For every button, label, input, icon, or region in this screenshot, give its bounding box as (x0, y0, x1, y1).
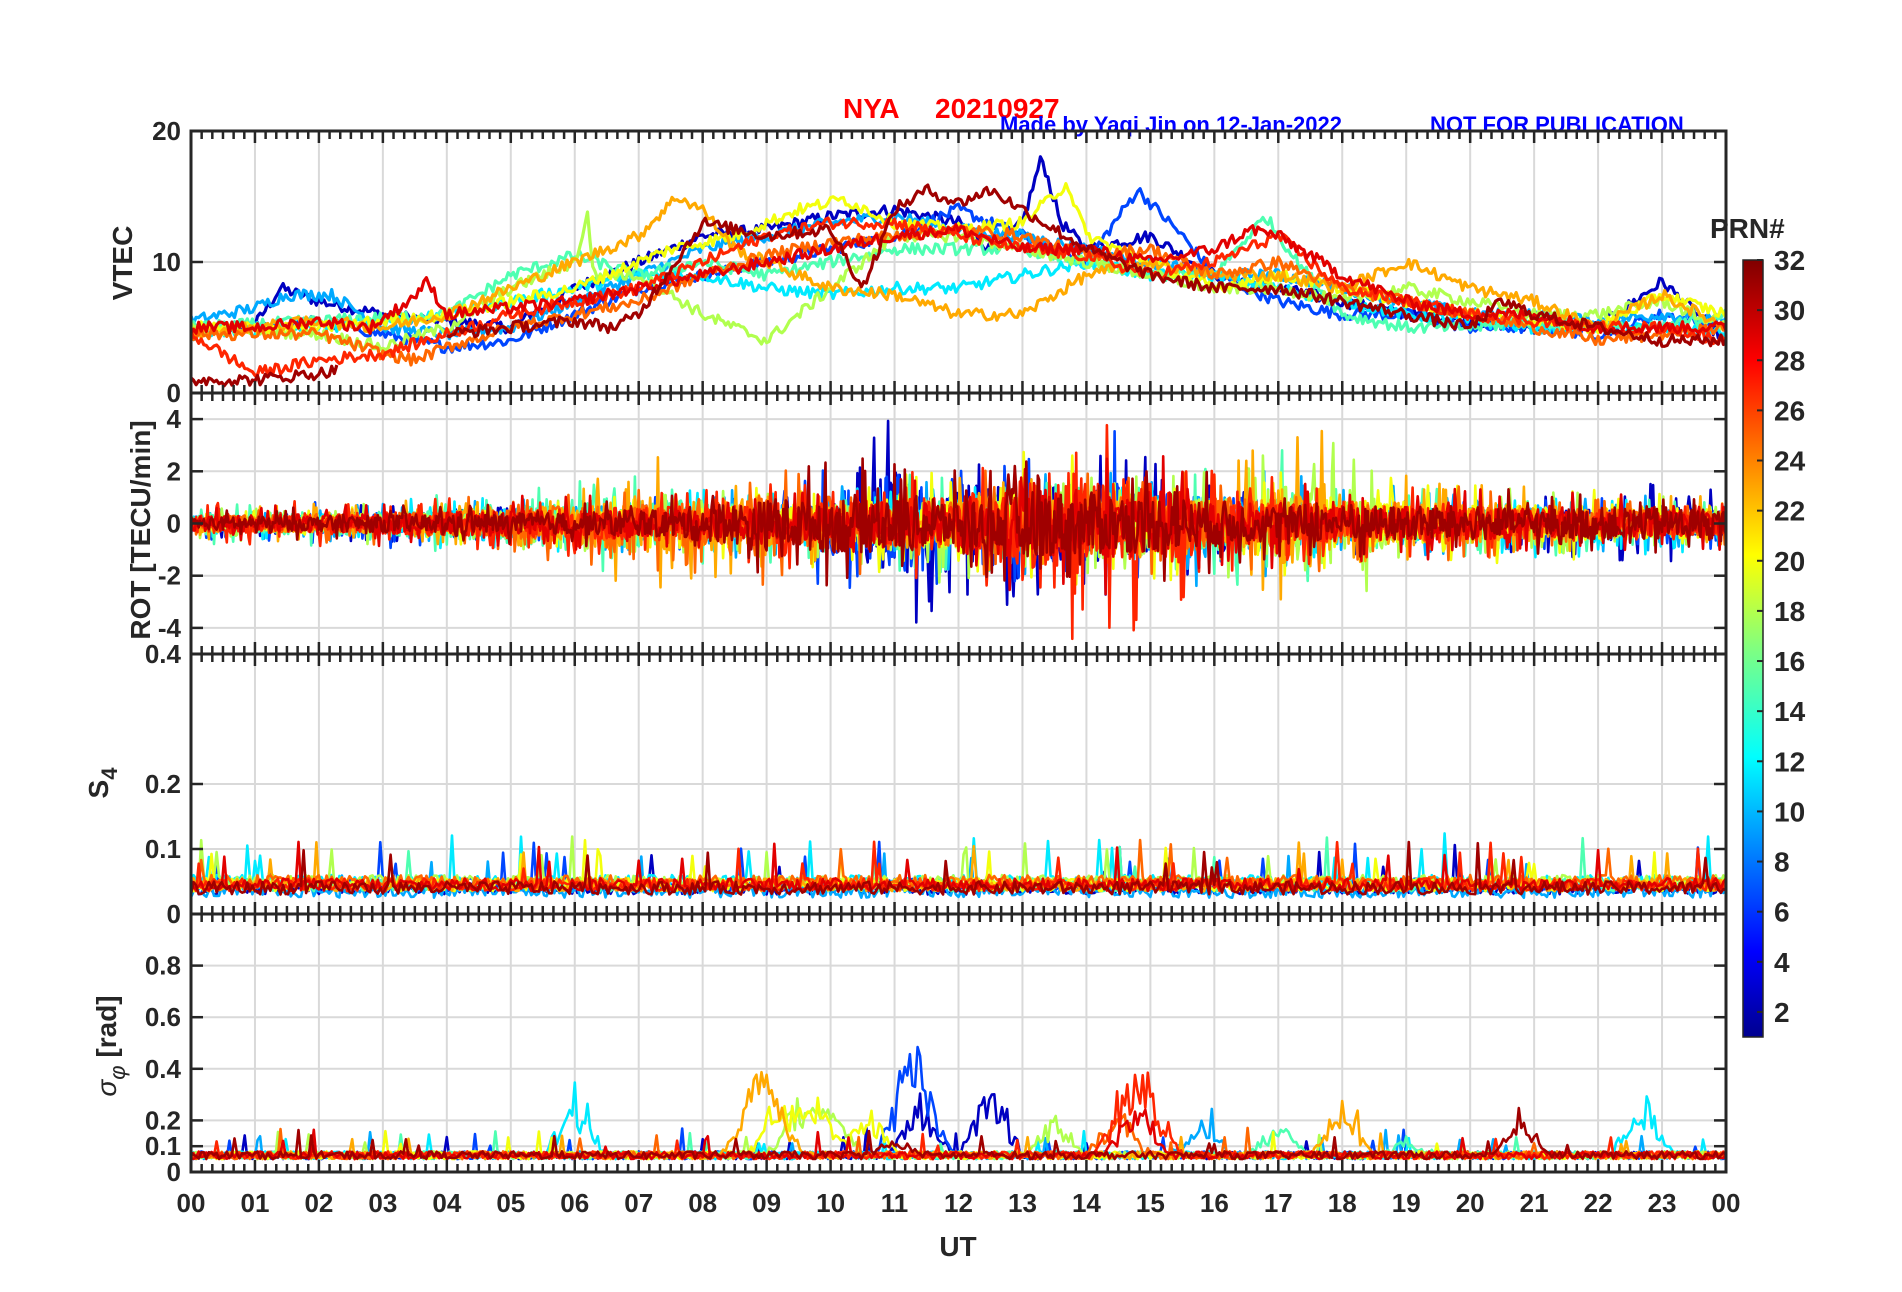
s4-y-tick-label: 0 (167, 899, 181, 929)
s4-ylabel: S4 (83, 767, 122, 799)
sigma-ylabel-unit: [rad] (91, 995, 122, 1065)
vtec-line-prn31 (189, 364, 339, 388)
date-title: 20210927 (935, 93, 1060, 124)
x-tick-label: 04 (432, 1188, 461, 1218)
colorbar-tick-label: 4 (1774, 947, 1790, 978)
vtec-line-prn29 (189, 223, 1728, 335)
sigma-ylabel-sub: φ (105, 1065, 130, 1079)
x-tick-label: 07 (624, 1188, 653, 1218)
x-tick-label: 19 (1392, 1188, 1421, 1218)
x-tick-label: 13 (1008, 1188, 1037, 1218)
colorbar-tick-label: 26 (1774, 395, 1805, 426)
sigma-y-tick-label: 0.8 (145, 951, 181, 981)
x-tick-label: 06 (560, 1188, 589, 1218)
s4-y-tick-label: 0.2 (145, 769, 181, 799)
x-axis-label: UT (939, 1231, 976, 1262)
x-tick-label: 03 (368, 1188, 397, 1218)
x-tick-label: 08 (688, 1188, 717, 1218)
publication-notice: NOT FOR PUBLICATION (1430, 112, 1684, 137)
x-tick-label: 18 (1328, 1188, 1357, 1218)
rot-panel: -4 -2 0 2 4 (158, 391, 1728, 656)
colorbar (1742, 259, 1764, 1038)
colorbar-tick-label: 8 (1774, 847, 1790, 878)
vtec-y-tick-label: 10 (152, 247, 181, 277)
colorbar-title: PRN# (1710, 213, 1785, 244)
x-tick-label: 11 (881, 1188, 909, 1218)
x-tick-label: 22 (1584, 1188, 1613, 1218)
rot-ylabel: ROT [TECU/min] (125, 420, 156, 639)
rot-y-tick-label: 0 (167, 509, 181, 539)
rot-y-tick-label: 4 (167, 404, 182, 434)
s4-y-tick-label: 0.1 (145, 834, 181, 864)
colorbar-tick-label: 6 (1774, 897, 1790, 928)
s4-ylabel-main: S (83, 780, 114, 799)
x-tick-label: 20 (1456, 1188, 1485, 1218)
vtec-line-prn27 (189, 216, 1728, 378)
vtec-y-tick-label: 0 (167, 378, 181, 408)
sigma-ylabel: σφ [rad] (91, 995, 130, 1096)
colorbar-tick-label: 20 (1774, 546, 1805, 577)
rot-line-prn29 (189, 454, 1728, 596)
x-tick-label: 21 (1520, 1188, 1549, 1218)
s4-line-prn31 (189, 840, 1727, 896)
colorbar-tick-label: 32 (1774, 245, 1805, 276)
x-tick-label: 14 (1072, 1188, 1101, 1218)
rot-line-prn31 (189, 457, 1727, 587)
x-tick-labels: 00 01 02 03 04 05 06 07 08 09 10 11 12 13 14 15 16 17 18 19… (177, 1188, 1741, 1218)
rot-y-tick-label: -2 (158, 561, 181, 591)
rot-y-tick-label: -4 (158, 613, 182, 643)
colorbar-tick-label: 2 (1774, 997, 1790, 1028)
x-tick-label: 15 (1136, 1188, 1165, 1218)
sigma-frame (189, 912, 1728, 1174)
rot-y-tick-label: 2 (167, 456, 181, 486)
s4-y-tick-label: 0.4 (145, 639, 182, 669)
colorbar-tick-label: 24 (1774, 446, 1806, 477)
vtec-line-prn31 (446, 183, 1728, 348)
sigma-y-tick-label: 0 (167, 1157, 181, 1187)
sigma-y-tick-label: 0.4 (145, 1054, 182, 1084)
vtec-ylabel: VTEC (107, 226, 138, 301)
x-tick-label: 00 (177, 1188, 206, 1218)
station-title: NYA (843, 93, 900, 124)
colorbar-tick-label: 22 (1774, 496, 1805, 527)
vtec-panel: 0 10 20 (152, 116, 1728, 408)
colorbar-tick-label: 16 (1774, 646, 1805, 677)
colorbar-tick-label: 18 (1774, 596, 1805, 627)
x-tick-label: 02 (304, 1188, 333, 1218)
x-tick-label: 16 (1200, 1188, 1229, 1218)
x-tick-label: 10 (816, 1188, 845, 1218)
x-tick-label: 17 (1264, 1188, 1293, 1218)
x-tick-label: 09 (752, 1188, 781, 1218)
colorbar-tick-label: 12 (1774, 746, 1805, 777)
sigma-line-prn31 (190, 1106, 1727, 1161)
sigma-phi-panel: 00.10.2 0.4 0.6 0.8 (145, 912, 1728, 1187)
x-tick-label: 23 (1648, 1188, 1677, 1218)
x-tick-label: 05 (496, 1188, 525, 1218)
colorbar-tick-label: 10 (1774, 796, 1805, 827)
vtec-line-prn7 (189, 187, 1728, 355)
colorbar-tick-label: 30 (1774, 295, 1805, 326)
x-tick-label: 00 (1712, 1188, 1741, 1218)
sigma-y-tick-label: 0.2 (145, 1105, 181, 1135)
s4-panel: 0 0.1 0.2 0.4 (145, 639, 1728, 929)
sigma-ylabel-main: σ (91, 1079, 122, 1097)
sigma-y-tick-label: 0.1 (145, 1131, 181, 1161)
colorbar-tick-label: 28 (1774, 345, 1805, 376)
x-tick-label: 12 (944, 1188, 973, 1218)
colorbar-tick-label: 14 (1774, 696, 1806, 727)
x-tick-label: 01 (240, 1188, 269, 1218)
s4-ylabel-sub: 4 (97, 767, 122, 780)
vtec-y-tick-label: 20 (152, 116, 181, 146)
sigma-y-tick-label: 0.6 (145, 1002, 181, 1032)
